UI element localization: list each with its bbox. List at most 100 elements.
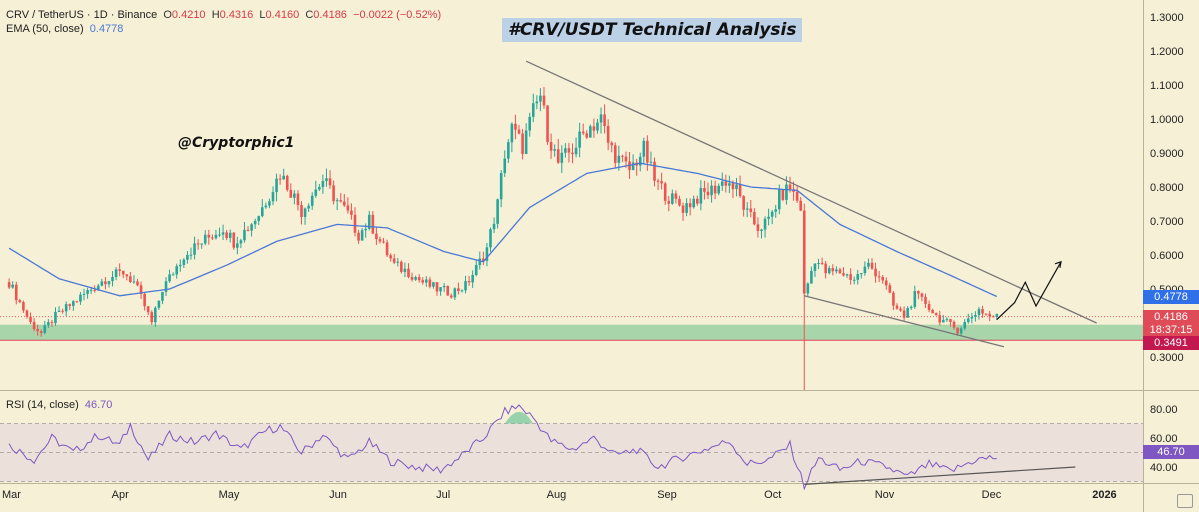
rsi-trendline	[804, 466, 1076, 485]
support-trendline	[804, 295, 1005, 348]
chart-settings-corner[interactable]	[1177, 494, 1193, 508]
candle-up	[778, 189, 781, 210]
candle-down	[225, 232, 228, 239]
candle-down	[610, 142, 614, 146]
candle-up	[111, 276, 114, 282]
candle-down	[949, 319, 952, 322]
candle-up	[464, 281, 467, 291]
candle-up	[507, 142, 510, 159]
resistance-trendline	[525, 60, 1097, 324]
candle-up	[321, 181, 325, 188]
candle-down	[624, 156, 628, 162]
candle-up	[863, 266, 867, 274]
time-axis-tick: May	[219, 489, 240, 501]
candle-up	[403, 268, 407, 272]
candle-down	[300, 205, 303, 217]
candle-up	[268, 201, 271, 206]
candle-up	[728, 183, 731, 186]
candle-down	[25, 310, 29, 317]
high-value: 0.4316	[219, 9, 254, 21]
candle-up	[96, 285, 100, 291]
candle-up	[909, 306, 913, 309]
rsi-legend: RSI (14, close) 46.70	[6, 399, 112, 411]
candle-down	[385, 242, 389, 256]
candle-down	[350, 210, 353, 215]
rsi-line	[8, 404, 997, 491]
candle-down	[285, 175, 289, 190]
candle-down	[375, 233, 378, 240]
candle-up	[478, 258, 482, 266]
candle-down	[585, 133, 589, 138]
candle-up	[54, 311, 57, 324]
candle-down	[343, 201, 346, 206]
candle-down	[938, 315, 942, 323]
candle-up	[496, 199, 499, 224]
candle-down	[924, 296, 927, 304]
candle-up	[531, 103, 535, 117]
candle-up	[79, 294, 82, 302]
candle-down	[549, 142, 553, 151]
candle-up	[503, 158, 507, 174]
time-axis-tick: Aug	[547, 489, 567, 501]
projection-arrowhead	[1054, 260, 1062, 268]
candle-up	[442, 285, 446, 288]
ema-price-tag: 0.4778	[1143, 290, 1199, 304]
projection-arrow	[996, 261, 1062, 321]
candle-up	[945, 319, 949, 321]
candle-down	[446, 285, 450, 296]
candle-down	[653, 161, 656, 181]
close-value: 0.4186	[313, 9, 347, 21]
ema-legend-value: 0.4778	[89, 23, 124, 35]
last-price-tag: 0.4186	[1143, 310, 1199, 324]
candle-up	[596, 122, 599, 131]
candle-down	[457, 288, 460, 291]
candle-up	[396, 261, 400, 263]
candle-up	[100, 281, 104, 286]
candle-up	[770, 211, 774, 217]
candle-up	[974, 314, 977, 318]
candle-up	[852, 279, 856, 281]
candle-down	[146, 306, 150, 313]
candle-up	[214, 234, 218, 239]
candle-up	[553, 149, 556, 151]
candle-up	[685, 203, 688, 213]
candle-up	[64, 304, 68, 312]
candle-up	[11, 284, 14, 288]
candle-down	[888, 285, 892, 293]
candle-down	[353, 214, 357, 233]
candle-up	[307, 205, 310, 209]
candle-down	[104, 281, 107, 285]
candle-up	[942, 319, 945, 323]
candle-down	[514, 123, 517, 130]
candle-down	[849, 274, 852, 280]
candle-up	[364, 228, 367, 231]
candle-down	[14, 284, 18, 301]
time-axis-tick: Jul	[436, 489, 450, 501]
candle-up	[649, 161, 653, 163]
candle-down	[892, 292, 895, 306]
candle-down	[332, 185, 335, 202]
candle-up	[82, 293, 86, 295]
candle-down	[143, 294, 146, 307]
candle-up	[845, 274, 849, 276]
candle-up	[282, 175, 285, 180]
candle-up	[717, 185, 720, 194]
candle-down	[931, 309, 934, 314]
candle-down	[246, 229, 250, 231]
candle-down	[695, 198, 699, 204]
candle-up	[699, 188, 703, 204]
candle-down	[400, 261, 403, 272]
candle-up	[827, 268, 831, 274]
candle-down	[731, 183, 735, 190]
candle-down	[296, 193, 300, 206]
candle-up	[250, 224, 253, 231]
candle-down	[521, 133, 524, 155]
candle-down	[927, 303, 931, 310]
candle-down	[902, 310, 906, 318]
candle-up	[560, 152, 564, 163]
candle-up	[774, 209, 778, 212]
candle-down	[713, 185, 717, 194]
high-label: H	[211, 9, 220, 21]
candle-up	[528, 116, 532, 131]
